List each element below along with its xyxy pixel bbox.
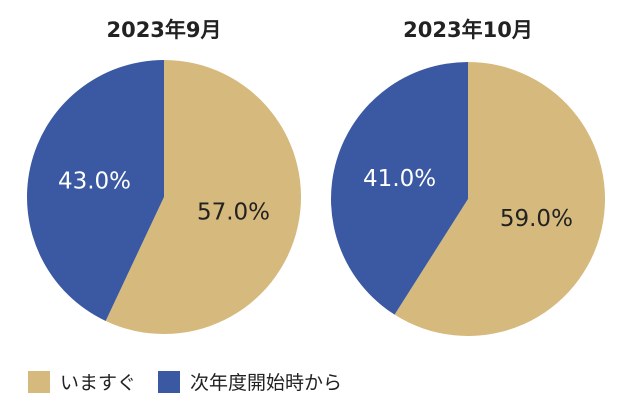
chart-title-sep-2023: 2023年9月 [106, 18, 221, 42]
pie-chart-oct-2023: 2023年10月 59.0% 41.0% [331, 18, 605, 336]
pie-slice-imasugu [105, 60, 301, 334]
legend-item-imasugu: いますぐ [28, 368, 136, 395]
pie-slice-imasugu [394, 62, 605, 336]
chart-title-oct-2023: 2023年10月 [403, 18, 533, 42]
legend-item-next-year: 次年度開始時から [158, 368, 342, 395]
slice-label-next-year: 43.0% [58, 169, 131, 195]
slice-label-imasugu: 59.0% [500, 206, 573, 232]
pie-slice-next-year [331, 62, 468, 315]
pie-slice-next-year [26, 59, 165, 321]
legend: いますぐ 次年度開始時から [28, 368, 364, 395]
legend-label-imasugu: いますぐ [60, 372, 137, 394]
charts-area: 2023年9月 57.0% 43.0% 2023年10月 59.0% 41.0% [26, 18, 605, 336]
legend-label-next-year: 次年度開始時から [190, 372, 343, 394]
slice-label-imasugu: 57.0% [197, 200, 270, 226]
slice-label-next-year: 41.0% [363, 166, 436, 192]
legend-swatch-imasugu [28, 370, 50, 393]
pie-chart-sep-2023: 2023年9月 57.0% 43.0% [26, 18, 301, 334]
legend-swatch-next-year [158, 370, 181, 393]
